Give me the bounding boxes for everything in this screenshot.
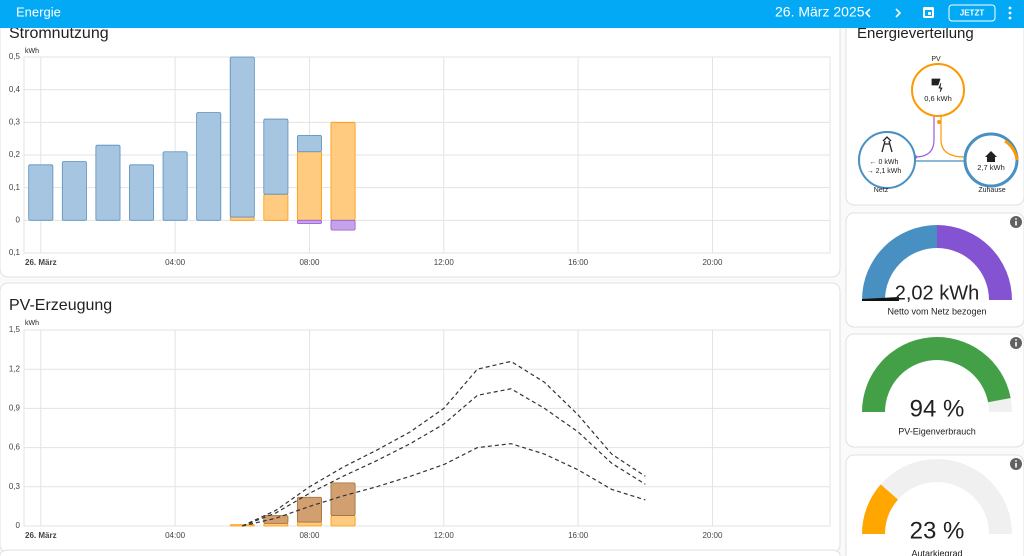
y-tick-label: 0,2 [9, 150, 21, 159]
today-button-label[interactable]: JETZT [960, 9, 985, 18]
today-button[interactable] [948, 4, 996, 22]
gauge-label: Netto vom Netz bezogen [887, 306, 986, 316]
forecast-line [242, 443, 646, 527]
gauges: 2,02 kWh Netto vom Netz bezogen 94 % PV-Eig… [862, 225, 1012, 556]
node-label: Zuhause [978, 187, 1005, 194]
card-title: Energieverteilung [857, 25, 974, 42]
gauge-value [862, 336, 1011, 412]
forecast-line [242, 388, 646, 527]
flow-line [940, 116, 966, 158]
bar [330, 219, 356, 231]
bar [28, 164, 54, 221]
bar [296, 134, 322, 153]
bar [330, 482, 356, 516]
gauge-needle [862, 297, 899, 301]
y-tick-label: 0,5 [9, 52, 21, 61]
gauge-label: Autarkiegrad [911, 548, 962, 556]
y-tick-label: 0 [16, 215, 21, 224]
bar [162, 151, 188, 221]
home-icon [985, 151, 997, 162]
gauge-segment [862, 225, 937, 300]
pv-node [911, 63, 965, 117]
node-value: → 2,1 kWh [867, 168, 902, 175]
header-date: 26. März 2025 [775, 4, 865, 20]
pv-chart: 1,5 1,2 0,9 0,6 0,3 0 26. März 04:00 08:00 12:00 1… [9, 325, 831, 540]
home-ring [1004, 139, 1019, 161]
y-tick-label: 0,1 [9, 183, 21, 192]
y-tick-label: 0,6 [9, 443, 21, 452]
info-icon[interactable] [1010, 216, 1022, 228]
gauge-value-label: 2,02 kWh [895, 282, 979, 304]
x-tick-label: 08:00 [299, 258, 320, 267]
gauge-value [862, 484, 898, 534]
prev-button[interactable] [864, 8, 871, 18]
x-tick-label: 16:00 [568, 258, 589, 267]
y-tick-label: 1,5 [9, 325, 21, 334]
node-label: Netz [874, 187, 889, 194]
x-tick-label: 04:00 [165, 531, 186, 540]
bar [263, 515, 289, 524]
gauge-value-label: 94 % [910, 395, 965, 422]
card-title: Stromnutzung [9, 25, 109, 42]
node-value: 2,7 kWh [977, 163, 1005, 172]
info-icon[interactable] [1010, 337, 1022, 349]
x-tick-label: 16:00 [568, 531, 589, 540]
next-card [0, 549, 841, 556]
info-icon[interactable] [1010, 458, 1022, 470]
x-tick-label: 20:00 [702, 258, 723, 267]
bar [296, 521, 322, 527]
x-tick-label: 26. März [25, 258, 57, 267]
flow-dot [937, 120, 941, 124]
gauge-label: PV-Eigenverbrauch [898, 426, 976, 436]
x-tick-label: 26. März [25, 531, 57, 540]
bar [296, 219, 322, 224]
y-tick-label: 0,1 [9, 248, 21, 257]
flow-line [914, 116, 935, 158]
bar [263, 118, 289, 195]
grid-icon [881, 136, 893, 153]
unit-label: kWh [25, 48, 39, 55]
x-tick-label: 12:00 [434, 258, 455, 267]
y-tick-label: 0,9 [9, 404, 21, 413]
solar-icon [931, 78, 943, 93]
bar [229, 216, 255, 221]
bar [330, 515, 356, 527]
x-tick-label: 08:00 [299, 531, 320, 540]
bar [263, 193, 289, 221]
bar [61, 161, 87, 221]
y-tick-label: 0,4 [9, 85, 21, 94]
y-tick-label: 0,3 [9, 482, 21, 491]
app-header [0, 0, 1024, 28]
unit-label: kWh [25, 320, 39, 327]
bar [330, 121, 356, 221]
usage-chart: 0,5 0,4 0,3 0,2 0,1 0 0,1 26. März 04:00 08:00 12:… [9, 52, 831, 267]
x-tick-label: 12:00 [434, 531, 455, 540]
gauge-value-label: 23 % [910, 517, 965, 544]
bar [229, 56, 255, 218]
bar [129, 164, 155, 221]
grid-node [858, 131, 916, 189]
node-value: ← 0 kWh [870, 159, 899, 166]
gauge-segment [937, 225, 1012, 300]
y-tick-label: 1,2 [9, 364, 21, 373]
forecast-line [242, 360, 646, 527]
bar [196, 112, 222, 221]
y-tick-label: 0 [16, 521, 21, 530]
x-tick-label: 20:00 [702, 531, 723, 540]
x-tick-label: 04:00 [165, 258, 186, 267]
pv-card [0, 282, 841, 554]
y-tick-label: 0,3 [9, 117, 21, 126]
card-title: PV-Erzeugung [9, 297, 112, 314]
calendar-button[interactable] [923, 7, 934, 18]
node-label: PV [931, 56, 941, 63]
bar [296, 151, 322, 221]
node-value: 0,6 kWh [924, 94, 952, 103]
next-button[interactable] [895, 8, 902, 18]
gauge-track [862, 459, 1012, 534]
bar [95, 144, 121, 221]
header-title: Energie [16, 4, 61, 19]
bar [296, 496, 322, 523]
menu-button[interactable] [1008, 6, 1012, 20]
